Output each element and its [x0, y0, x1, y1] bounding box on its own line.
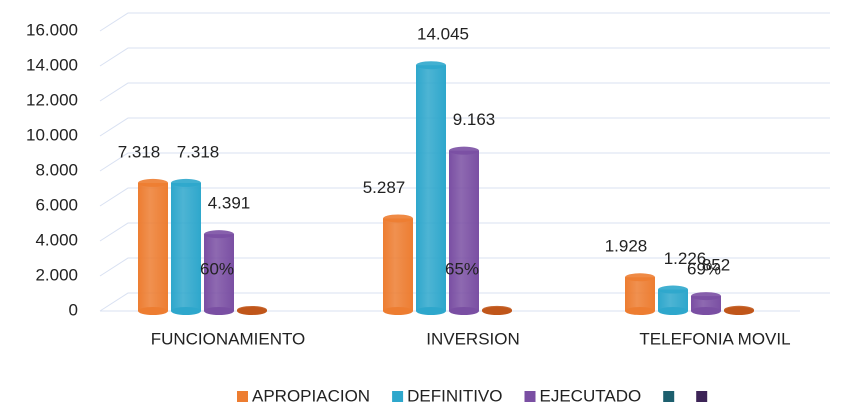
bar-body — [383, 218, 413, 311]
bar — [625, 273, 655, 315]
bar-base — [658, 307, 688, 315]
legend-label: APROPIACION — [252, 386, 370, 405]
grid-line — [99, 187, 830, 207]
bar-body — [204, 234, 234, 311]
bar-body — [449, 150, 479, 311]
grid-line — [99, 117, 830, 137]
value-label: 14.045 — [417, 25, 469, 44]
grid-line — [99, 47, 830, 67]
y-tick-label: 6.000 — [35, 195, 78, 214]
bar-top — [691, 292, 721, 301]
bar-base — [383, 307, 413, 315]
grid-line — [99, 222, 830, 242]
bar-base — [138, 307, 168, 315]
bar-top — [204, 230, 234, 239]
bar-body — [625, 277, 655, 311]
bar-body — [138, 182, 168, 311]
bar-top — [416, 61, 446, 70]
bar-base — [449, 307, 479, 315]
bar — [204, 230, 234, 315]
value-label: 852 — [702, 256, 730, 275]
grid-line — [99, 12, 830, 32]
bar-body — [658, 289, 688, 311]
legend-swatch — [392, 391, 404, 402]
y-tick-label: 2.000 — [35, 265, 78, 284]
grid-line — [99, 82, 830, 102]
legend-label: EJECUTADO — [540, 386, 642, 405]
bar-base — [625, 307, 655, 315]
bar-top — [383, 214, 413, 223]
y-tick-label: 10.000 — [26, 125, 78, 144]
bar-body — [691, 296, 721, 311]
grid-line — [99, 257, 830, 277]
legend-swatch — [237, 391, 248, 402]
y-tick-label: 12.000 — [26, 90, 78, 109]
value-label: 69% — [687, 259, 721, 278]
grid-line — [99, 152, 830, 172]
x-tick-label: INVERSION — [426, 329, 520, 348]
y-tick-label: 4.000 — [35, 230, 78, 249]
bar-base — [724, 307, 754, 315]
y-tick-label: 16.000 — [26, 20, 78, 39]
value-label: 5.287 — [363, 178, 406, 197]
bar — [691, 292, 721, 315]
bar — [138, 178, 168, 315]
value-label: 7.318 — [177, 142, 220, 161]
bar — [482, 305, 512, 315]
legend-swatch — [663, 391, 675, 402]
value-label: 60% — [200, 259, 234, 278]
y-tick-label: 0 — [69, 300, 78, 319]
value-label: 4.391 — [208, 194, 251, 213]
bar — [383, 214, 413, 315]
bar — [449, 146, 479, 315]
bar-top — [449, 146, 479, 155]
bar-top — [138, 178, 168, 187]
bar-top — [625, 273, 655, 282]
bar-base — [171, 307, 201, 315]
bar — [237, 305, 267, 315]
value-label: 1.226 — [664, 249, 707, 268]
bar-top — [658, 285, 688, 294]
bar-base — [482, 307, 512, 315]
bar — [171, 178, 201, 315]
value-label: 1.928 — [605, 237, 648, 256]
value-label: 9.163 — [453, 110, 496, 129]
bar-body — [171, 182, 201, 311]
bar — [416, 61, 446, 315]
bar — [658, 285, 688, 315]
value-label: 7.318 — [118, 142, 161, 161]
bar-base — [204, 307, 234, 315]
bar-body — [416, 65, 446, 312]
legend-swatch — [696, 391, 708, 402]
y-tick-label: 14.000 — [26, 55, 78, 74]
bar-base — [691, 307, 721, 315]
bar — [724, 305, 754, 315]
x-tick-label: FUNCIONAMIENTO — [151, 329, 306, 348]
y-tick-label: 8.000 — [35, 160, 78, 179]
bar-top — [171, 178, 201, 187]
x-tick-label: TELEFONIA MOVIL — [639, 329, 790, 348]
bar-base — [416, 307, 446, 315]
legend-label: DEFINITIVO — [407, 386, 502, 405]
legend-swatch — [524, 391, 536, 402]
value-label: 65% — [445, 259, 479, 278]
bar-base — [237, 307, 267, 315]
